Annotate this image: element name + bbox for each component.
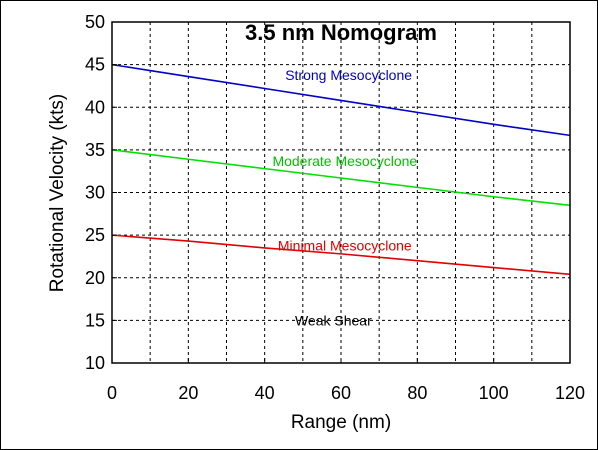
y-tick-label: 15 (85, 310, 105, 330)
x-tick-label: 60 (331, 383, 351, 403)
y-tick-label: 30 (85, 183, 105, 203)
y-tick-label: 50 (85, 12, 105, 32)
y-tick-label: 35 (85, 140, 105, 160)
y-tick-label: 25 (85, 225, 105, 245)
x-tick-label: 20 (178, 383, 198, 403)
x-tick-label: 80 (407, 383, 427, 403)
series-line-2 (111, 149, 571, 207)
tick-layer: 0 20 40 60 80 100 120 10 15 20 25 30 35 40 45 50 (85, 12, 585, 403)
chart-title: 3.5 nm Nomogram (245, 20, 437, 45)
annotation-1: Strong Mesocyclone (285, 67, 412, 83)
y-tick-label: 40 (85, 97, 105, 117)
x-tick-label: 100 (479, 383, 509, 403)
annotation-4: Weak Shear (295, 312, 372, 328)
y-tick-label: 45 (85, 55, 105, 75)
y-tick-label: 20 (85, 268, 105, 288)
x-tick-label: 40 (255, 383, 275, 403)
x-tick-label: 0 (107, 383, 117, 403)
annotation-3: Minimal Mesocyclone (278, 237, 412, 253)
x-axis-label: Range (nm) (291, 412, 391, 433)
series-line-3 (111, 234, 571, 276)
series-line-1 (111, 63, 571, 137)
series-layer (111, 63, 571, 276)
y-axis-label: Rotational Velocity (kts) (47, 94, 68, 293)
annotation-2: Moderate Mesocyclone (272, 153, 417, 169)
x-tick-label: 120 (555, 383, 585, 403)
grid-layer (112, 22, 570, 363)
y-tick-label: 10 (85, 353, 105, 373)
annotation-layer: Strong Mesocyclone Moderate Mesocyclone Mi… (272, 67, 417, 329)
